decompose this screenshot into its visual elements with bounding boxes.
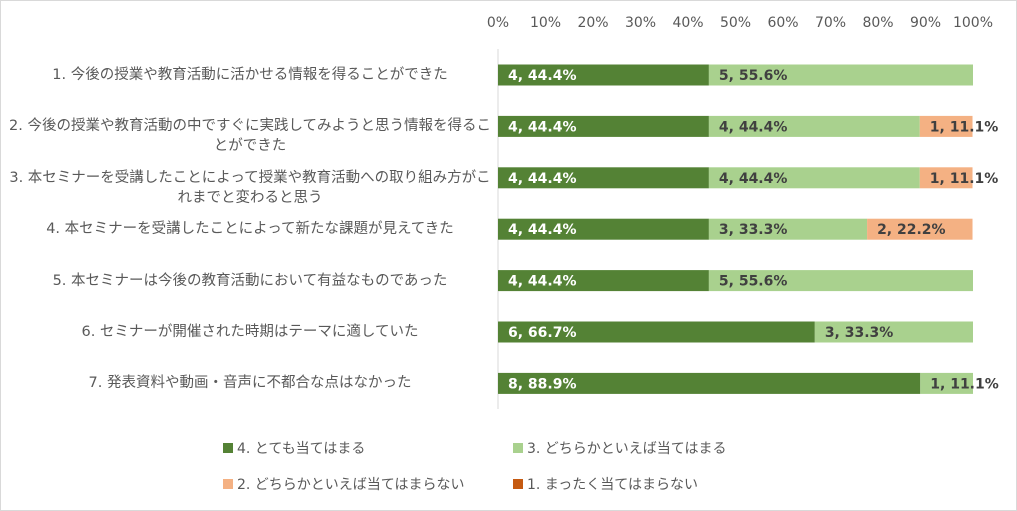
x-tick-label: 0%	[487, 15, 509, 31]
y-tick-label: 2. 今後の授業や教育活動の中ですぐに実践してみようと思う情報を得ることができた	[9, 118, 492, 155]
data-label: 4, 44.4%	[719, 119, 788, 135]
data-label: 4, 44.4%	[508, 274, 577, 290]
x-tick-label: 70%	[815, 15, 846, 31]
bar-segment	[867, 218, 973, 240]
bar-segment	[708, 270, 973, 292]
legend-marker	[513, 479, 523, 489]
bar-segment	[814, 321, 973, 343]
bar-segment	[708, 64, 973, 86]
x-tick-label: 20%	[577, 15, 608, 31]
bar-segment	[498, 167, 709, 189]
data-label: 3, 33.3%	[719, 222, 788, 238]
bar-segment	[920, 372, 973, 394]
data-label: 6, 66.7%	[508, 325, 577, 341]
bar-segment	[498, 218, 709, 240]
data-label: 3, 33.3%	[825, 325, 894, 341]
x-tick-label: 50%	[720, 15, 751, 31]
bar-segment	[498, 321, 815, 343]
legend-marker	[223, 443, 233, 453]
data-label: 4, 44.4%	[719, 171, 788, 187]
legend-label: 2. どちらかといえば当てはまらない	[237, 477, 465, 493]
data-label: 4, 44.4%	[508, 119, 577, 135]
x-tick-label: 90%	[910, 15, 941, 31]
bar-segment	[498, 372, 921, 394]
bar-segment	[708, 218, 868, 240]
data-label: 1, 11.1%	[930, 376, 999, 392]
x-tick-label: 30%	[625, 15, 656, 31]
y-tick-label: 4. 本セミナーを受講したことによって新たな課題が見えてきた	[46, 221, 454, 238]
x-tick-label: 60%	[767, 15, 798, 31]
y-tick-label: 7. 発表資料や動画・音声に不都合な点はなかった	[88, 375, 412, 392]
legend-label: 3. どちらかといえば当てはまる	[527, 441, 727, 457]
bar-segment	[919, 167, 973, 189]
data-label: 2, 22.2%	[877, 222, 946, 238]
bar-segment	[708, 167, 920, 189]
data-label: 4, 44.4%	[508, 222, 577, 238]
x-tick-label: 100%	[953, 15, 993, 31]
data-label: 1, 11.1%	[930, 119, 999, 135]
y-tick-label: 3. 本セミナーを受講したことによって授業や教育活動への取り組み方がこれまでと変…	[9, 169, 491, 206]
bar-segment	[498, 115, 709, 137]
y-tick-label: 6. セミナーが開催された時期はテーマに適していた	[81, 324, 419, 340]
data-label: 8, 88.9%	[508, 376, 577, 392]
bar-segment	[708, 115, 920, 137]
y-tick-label: 1. 今後の授業や教育活動に活かせる情報を得ることができた	[52, 67, 448, 83]
bar-segment	[919, 115, 973, 137]
legend-label: 4. とても当てはまる	[237, 441, 365, 457]
y-tick-label: 5. 本セミナーは今後の教育活動において有益なものであった	[52, 272, 448, 289]
legend-label: 1. まったく当てはまらない	[527, 477, 698, 493]
legend-marker	[223, 479, 233, 489]
bar-segment	[498, 270, 709, 292]
data-label: 4, 44.4%	[508, 68, 577, 84]
data-label: 5, 55.6%	[719, 68, 788, 84]
data-label: 4, 44.4%	[508, 171, 577, 187]
data-label: 5, 55.6%	[719, 274, 788, 290]
legend-marker	[513, 443, 523, 453]
x-tick-label: 40%	[672, 15, 703, 31]
bar-segment	[498, 64, 709, 86]
x-tick-label: 80%	[862, 15, 893, 31]
data-label: 1, 11.1%	[930, 171, 999, 187]
x-tick-label: 10%	[530, 15, 561, 31]
